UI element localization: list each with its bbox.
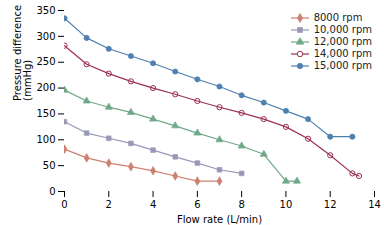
svg-text:100: 100	[36, 134, 55, 145]
svg-text:10: 10	[280, 199, 293, 210]
svg-text:6: 6	[194, 199, 200, 210]
svg-text:8: 8	[238, 199, 244, 210]
html-text:10,000 rpm: 10,000 rpm	[313, 24, 372, 35]
svg-text:150: 150	[36, 108, 55, 119]
svg-text:300: 300	[36, 31, 55, 42]
svg-text:Pressure difference(mmHg): Pressure difference(mmHg)	[12, 5, 33, 101]
html-text:12,000 rpm: 12,000 rpm	[313, 36, 372, 47]
svg-text:250: 250	[36, 56, 55, 67]
svg-text:Flow rate (L/min): Flow rate (L/min)	[177, 214, 262, 225]
html-text:8000 rpm: 8000 rpm	[313, 12, 363, 23]
svg-text:2: 2	[106, 199, 112, 210]
svg-text:200: 200	[36, 82, 55, 93]
svg-text:12: 12	[324, 199, 337, 210]
html-text:15,000 rpm: 15,000 rpm	[313, 60, 372, 71]
svg-text:50: 50	[43, 160, 56, 171]
svg-text:0: 0	[61, 199, 67, 210]
svg-text:350: 350	[36, 5, 55, 16]
html-text:14,000 rpm: 14,000 rpm	[313, 48, 372, 59]
svg-text:4: 4	[150, 199, 156, 210]
svg-text:0: 0	[49, 186, 55, 197]
svg-text:14: 14	[368, 199, 381, 210]
